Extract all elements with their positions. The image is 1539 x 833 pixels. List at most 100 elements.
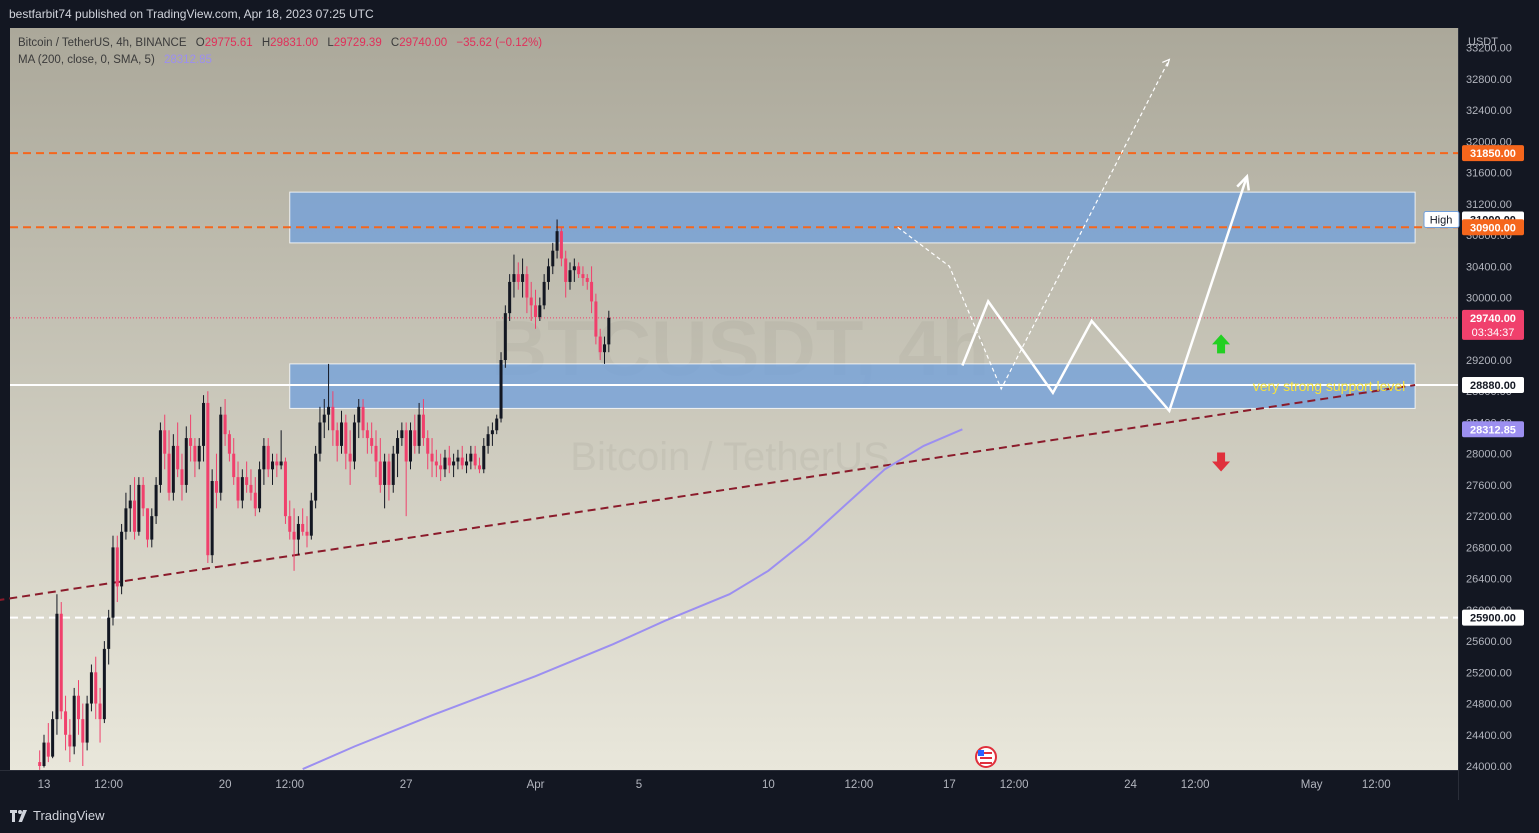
candle[interactable] <box>585 274 589 290</box>
candle[interactable] <box>309 492 313 540</box>
candle[interactable] <box>85 695 89 751</box>
event-flag[interactable] <box>975 746 997 768</box>
candle[interactable] <box>469 445 473 470</box>
candle[interactable] <box>352 414 356 470</box>
candle[interactable] <box>374 430 378 478</box>
candle[interactable] <box>245 461 249 493</box>
candle[interactable] <box>253 477 257 517</box>
candle[interactable] <box>249 469 253 501</box>
candle[interactable] <box>564 250 568 298</box>
candle[interactable] <box>598 328 602 360</box>
candle[interactable] <box>271 453 275 485</box>
candle[interactable] <box>400 422 404 446</box>
candle[interactable] <box>370 422 374 454</box>
candle[interactable] <box>219 406 223 501</box>
candle[interactable] <box>184 426 188 493</box>
candle[interactable] <box>572 258 576 282</box>
candle[interactable] <box>335 422 339 462</box>
candle[interactable] <box>163 414 167 470</box>
candle[interactable] <box>516 262 520 290</box>
candle[interactable] <box>499 352 503 423</box>
candle[interactable] <box>141 477 145 517</box>
candle[interactable] <box>68 719 72 763</box>
candle[interactable] <box>473 445 477 470</box>
candle[interactable] <box>542 274 546 310</box>
candle[interactable] <box>525 266 529 314</box>
candle[interactable] <box>120 523 124 595</box>
candle[interactable] <box>128 484 132 532</box>
candle[interactable] <box>546 258 550 290</box>
candle[interactable] <box>81 703 85 766</box>
candle[interactable] <box>206 391 210 563</box>
legend[interactable]: Bitcoin / TetherUS, 4h, BINANCE O29775.6… <box>18 37 542 66</box>
candle[interactable] <box>133 477 137 540</box>
candle[interactable] <box>503 305 507 368</box>
resistance-zone[interactable] <box>289 191 1416 244</box>
candle[interactable] <box>227 430 231 462</box>
candle[interactable] <box>189 414 193 462</box>
candle[interactable] <box>314 445 318 509</box>
candle[interactable] <box>167 430 171 501</box>
candle[interactable] <box>55 594 59 735</box>
candle[interactable] <box>115 535 119 603</box>
candle[interactable] <box>594 293 598 345</box>
candle[interactable] <box>236 461 240 509</box>
price-badge[interactable]: 31850.00 <box>1462 145 1524 162</box>
price-badge[interactable]: 25900.00 <box>1462 609 1524 626</box>
candle[interactable] <box>339 410 344 454</box>
candle[interactable] <box>607 310 611 353</box>
price-badge[interactable]: 30900.00 <box>1462 219 1524 236</box>
candle[interactable] <box>240 469 244 509</box>
candle[interactable] <box>176 422 180 478</box>
candle[interactable] <box>305 516 309 548</box>
candle[interactable] <box>59 602 63 720</box>
candle[interactable] <box>551 242 555 275</box>
candle[interactable] <box>46 723 50 763</box>
price-badge[interactable]: 28880.00 <box>1462 376 1524 393</box>
candle[interactable] <box>296 516 300 556</box>
candle[interactable] <box>327 363 331 431</box>
candle[interactable] <box>301 508 305 536</box>
candle[interactable] <box>171 434 175 501</box>
candle[interactable] <box>430 438 434 478</box>
candle[interactable] <box>495 414 499 435</box>
candle[interactable] <box>266 438 270 478</box>
candle[interactable] <box>223 399 227 446</box>
candle[interactable] <box>512 254 516 298</box>
candle[interactable] <box>426 430 430 470</box>
candle[interactable] <box>210 469 214 563</box>
candle[interactable] <box>357 399 361 439</box>
candle[interactable] <box>193 438 197 478</box>
candle[interactable] <box>383 453 387 509</box>
candle[interactable] <box>555 219 559 259</box>
candle[interactable] <box>288 500 292 540</box>
candle[interactable] <box>258 461 262 513</box>
candle[interactable] <box>482 438 486 474</box>
candle[interactable] <box>262 438 266 485</box>
candle[interactable] <box>447 445 451 474</box>
candle[interactable] <box>577 262 581 279</box>
candle[interactable] <box>348 430 352 485</box>
candle[interactable] <box>378 438 382 493</box>
candle[interactable] <box>529 281 533 321</box>
candle[interactable] <box>214 453 218 509</box>
candle[interactable] <box>361 399 365 439</box>
candle[interactable] <box>365 422 369 454</box>
candle[interactable] <box>279 430 283 470</box>
candle[interactable] <box>404 422 408 517</box>
candle[interactable] <box>150 508 154 548</box>
trendline[interactable] <box>0 383 1416 604</box>
support-zone[interactable] <box>289 363 1416 409</box>
candle[interactable] <box>283 457 287 524</box>
candle[interactable] <box>124 492 128 540</box>
candle[interactable] <box>417 402 421 454</box>
candle[interactable] <box>107 609 111 665</box>
candle[interactable] <box>434 449 438 478</box>
candle[interactable] <box>590 266 594 314</box>
candle[interactable] <box>72 687 76 755</box>
candle[interactable] <box>64 695 68 751</box>
candle[interactable] <box>443 449 447 478</box>
price-badge[interactable]: 29740.00 03:34:37 <box>1462 309 1524 340</box>
candle[interactable] <box>568 262 572 290</box>
candle[interactable] <box>391 445 395 493</box>
